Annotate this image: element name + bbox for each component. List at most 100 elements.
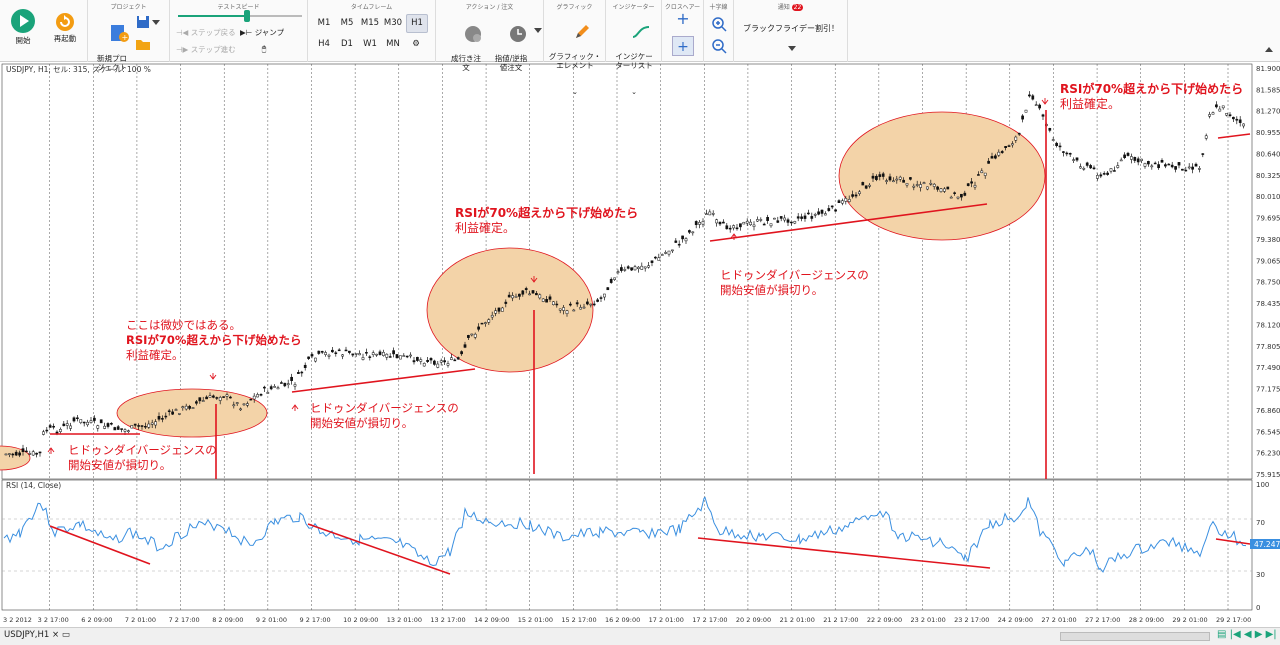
price-axis: 81.900 81.585 81.270 80.955 80.640 80.325 80.0…	[1256, 65, 1280, 479]
timeframe-w1[interactable]: W1	[363, 39, 377, 49]
jump-button[interactable]: ▶⊢ ジャンプ	[240, 28, 285, 37]
candle-body	[963, 192, 967, 196]
price-tick-label: 78.750	[1256, 279, 1280, 287]
step-back-button[interactable]: ⊣◀ ステップ戻る	[176, 28, 236, 37]
candle-body	[861, 182, 865, 186]
timeframe-h4[interactable]: H4	[318, 39, 330, 49]
navigation-icons[interactable]: ▤ |◀ ◀ ▶ ▶|	[1217, 629, 1277, 640]
candle-body	[586, 301, 589, 305]
candle-body	[1075, 157, 1079, 161]
candle-body	[1187, 166, 1191, 169]
annotation-line: ヒドゥンダイバージェンスの	[68, 443, 217, 457]
jump-label: ジャンプ	[254, 28, 285, 37]
timeframe-d1[interactable]: D1	[341, 39, 353, 49]
candle-body	[35, 452, 38, 455]
candle-body	[286, 383, 290, 386]
collapse-toolbar-icon[interactable]	[1265, 47, 1273, 53]
restart-button[interactable]: 再起動	[48, 12, 82, 43]
chart-area[interactable]: USDJPY, H1, セル: 315, スケール: 100 % RSI (14…	[0, 62, 1280, 632]
close-icon[interactable]: ×	[52, 630, 60, 640]
limit-order-button[interactable]: 指値/逆指 値注文	[490, 16, 532, 90]
candle-body	[290, 376, 293, 381]
candle-body	[725, 225, 729, 230]
candle-body	[208, 395, 212, 398]
candle-body	[1211, 112, 1215, 115]
candle-body	[38, 451, 42, 454]
candle-body	[1065, 152, 1069, 155]
mouse-icon[interactable]: 🖱	[261, 44, 267, 53]
candle-body	[399, 355, 402, 360]
candle-body	[565, 310, 569, 314]
candle-body	[650, 260, 654, 263]
indicator-list-label: インジケー ターリスト	[615, 52, 653, 70]
chevron-down-icon[interactable]	[152, 20, 160, 26]
crosshair-icon[interactable]: +	[676, 9, 690, 28]
candle-body	[630, 267, 633, 271]
candle-body	[800, 216, 803, 219]
zoom-out-icon[interactable]	[711, 38, 727, 54]
timeframe-m1[interactable]: M1	[317, 18, 331, 28]
candle-body	[603, 293, 606, 298]
candle-body	[531, 290, 535, 294]
status-bar: USDJPY,H1 × ▭ ▤ |◀ ◀ ▶ ▶|	[0, 627, 1280, 645]
market-order-button[interactable]: 成行き注 文	[446, 16, 486, 90]
time-tick-label: 24 2 09:00	[998, 616, 1033, 624]
candle-body	[310, 354, 314, 357]
chart-svg[interactable]: USDJPY, H1, セル: 315, スケール: 100 % RSI (14…	[0, 62, 1280, 632]
candle-body	[1113, 170, 1116, 172]
candle-body	[970, 181, 973, 184]
candle-body	[841, 200, 844, 204]
crosshair-plus-icon[interactable]: +	[672, 36, 694, 56]
run-group: 開始 再起動	[0, 0, 88, 62]
candle-body	[871, 175, 875, 179]
timeframe-m15[interactable]: M15	[360, 18, 380, 28]
time-tick-label: 21 2 01:00	[780, 616, 815, 624]
chart-tab[interactable]: USDJPY,H1 × ▭	[4, 630, 70, 640]
candle-body	[742, 222, 746, 225]
candle-body	[579, 307, 582, 310]
timeframe-settings-icon[interactable]: ⚙	[412, 39, 420, 49]
horizontal-scrollbar[interactable]	[1060, 632, 1210, 641]
annotation-line: 利益確定。	[126, 348, 184, 362]
timeframe-m30[interactable]: M30	[383, 18, 403, 28]
candle-body	[28, 453, 32, 455]
timeframe-m5[interactable]: M5	[340, 18, 354, 28]
folder-icon[interactable]	[136, 38, 150, 50]
candle-body	[147, 423, 151, 428]
candle-body	[745, 221, 749, 224]
candle-body	[1221, 105, 1225, 109]
timeframe-mn[interactable]: MN	[386, 39, 400, 49]
highlight-ellipse	[838, 111, 1046, 241]
zoom-in-icon[interactable]	[711, 16, 727, 32]
indicator-list-button[interactable]: インジケー ターリスト ⌄	[610, 14, 658, 115]
highlight-ellipse	[426, 247, 594, 373]
candle-body	[671, 249, 674, 252]
time-tick-label: 28 2 09:00	[1129, 616, 1164, 624]
candle-body	[793, 221, 797, 224]
candle-body	[824, 213, 827, 216]
candle-body	[426, 359, 429, 362]
price-tick-label: 79.380	[1256, 236, 1280, 244]
candle-body	[878, 174, 882, 177]
step-forward-button[interactable]: ⊣▶ ステップ進む	[176, 45, 236, 54]
save-icon[interactable]	[136, 15, 150, 29]
candle-body	[732, 225, 735, 229]
time-tick-label: 9 2 01:00	[256, 616, 287, 624]
highlight-ellipse	[0, 445, 31, 471]
test-speed-slider[interactable]	[178, 10, 302, 22]
timeframe-h1[interactable]: H1	[406, 14, 428, 33]
candle-body	[1164, 164, 1167, 167]
limit-order-label: 指値/逆指 値注文	[494, 54, 528, 72]
candle-body	[766, 217, 769, 221]
candle-body	[885, 180, 888, 182]
notification-text[interactable]: ブラックフライデー割引！	[743, 24, 839, 33]
chevron-down-icon[interactable]	[788, 46, 796, 52]
candle-body	[1099, 174, 1103, 177]
new-project-button[interactable]: + 新規プロ ジェクト	[94, 14, 130, 90]
candle-body	[297, 372, 300, 374]
graphic-element-button[interactable]: グラフィック・ エレメント ⌄	[546, 14, 604, 115]
chevron-down-icon[interactable]	[534, 28, 542, 34]
new-window-icon[interactable]: ▭	[61, 630, 70, 640]
candle-body	[691, 231, 695, 234]
start-button[interactable]: 開始	[6, 8, 40, 45]
